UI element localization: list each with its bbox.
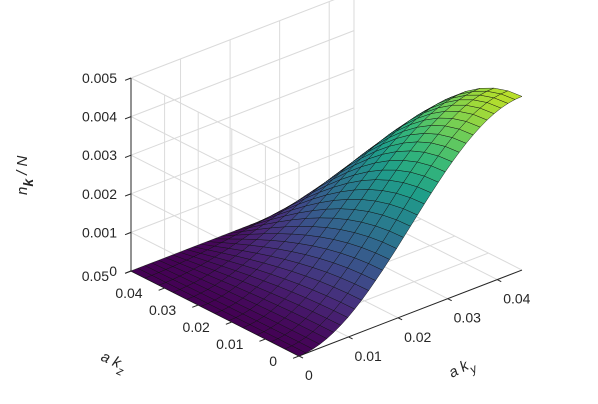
z-tick-label: 0.004 bbox=[82, 109, 117, 125]
z-tick bbox=[124, 231, 132, 236]
z-tick-label: 0.002 bbox=[82, 186, 117, 202]
x-tick-label: 0.01 bbox=[355, 348, 382, 364]
y-tick bbox=[158, 287, 165, 291]
x-tick-label: 0 bbox=[305, 367, 313, 383]
gridline bbox=[130, 0, 335, 79]
y-tick-label: 0 bbox=[269, 353, 277, 369]
z-tick bbox=[124, 77, 132, 81]
y-tick bbox=[292, 355, 300, 359]
z-tick bbox=[124, 193, 132, 197]
y-tick bbox=[259, 338, 266, 342]
y-axis-label: a kz bbox=[96, 348, 129, 379]
z-tick-label: 0.005 bbox=[82, 70, 117, 86]
y-tick-label: 0.04 bbox=[115, 285, 142, 301]
x-tick-label: 0.03 bbox=[454, 310, 481, 326]
x-tick-label: 0.02 bbox=[404, 329, 431, 345]
z-tick-label: 0.001 bbox=[82, 224, 117, 240]
gridline bbox=[130, 68, 355, 156]
y-tick-label: 0.05 bbox=[82, 268, 109, 284]
x-axis-label: a ky bbox=[446, 354, 480, 386]
gridline bbox=[130, 30, 355, 118]
y-tick bbox=[225, 321, 232, 325]
x-tick bbox=[348, 336, 353, 340]
x-tick bbox=[496, 279, 502, 283]
gridline bbox=[130, 107, 355, 195]
y-tick bbox=[192, 304, 199, 308]
z-tick-label: 0.003 bbox=[82, 147, 117, 163]
gridline bbox=[130, 77, 300, 164]
gridline bbox=[130, 116, 300, 203]
surface-patch bbox=[500, 90, 523, 100]
surface bbox=[130, 87, 523, 357]
x-tick bbox=[447, 298, 452, 302]
y-tick-label: 0.03 bbox=[149, 302, 176, 318]
x-axis-line bbox=[298, 269, 523, 357]
z-tick-label: 0 bbox=[109, 263, 117, 279]
y-tick-label: 0.02 bbox=[183, 319, 210, 335]
z-axis-label: nk/ N bbox=[14, 156, 36, 195]
z-tick bbox=[124, 154, 132, 158]
y-tick-label: 0.01 bbox=[216, 336, 243, 352]
gridline bbox=[130, 145, 355, 233]
x-tick bbox=[397, 317, 403, 321]
x-tick bbox=[298, 355, 304, 359]
z-tick bbox=[124, 270, 132, 274]
z-tick bbox=[124, 116, 132, 120]
x-tick-label: 0.04 bbox=[503, 291, 530, 307]
